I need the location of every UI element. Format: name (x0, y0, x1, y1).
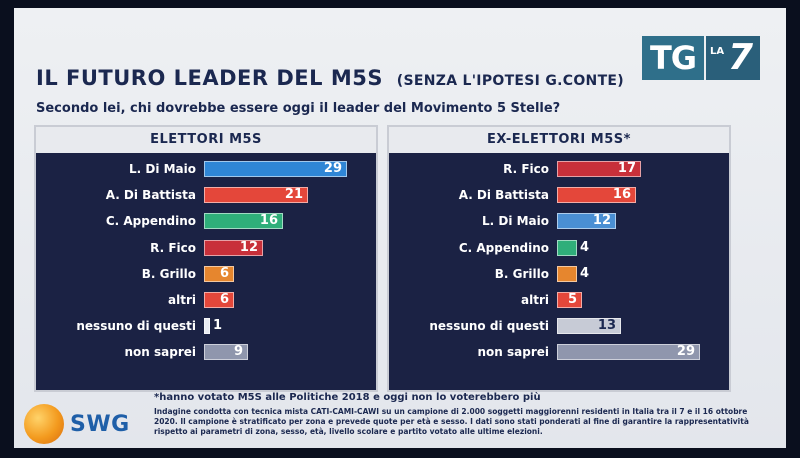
bar: 12 (557, 213, 616, 230)
bar-row: A. Di Battista 16 (389, 185, 729, 205)
bar-category-label: C. Appendino (105, 214, 196, 229)
seven-logo-text: 7 (728, 37, 754, 78)
bar-value-label: 13 (597, 318, 616, 334)
bar-value-label: 29 (323, 161, 342, 176)
bar-value-label: 4 (580, 265, 590, 281)
panel-header-elettori: ELETTORI M5S (36, 127, 376, 153)
footnote: *hanno votato M5S alle Politiche 2018 e … (154, 392, 541, 403)
bar: 29 (557, 344, 700, 361)
bar-category-label: nessuno di questi (429, 319, 549, 334)
bar (204, 318, 210, 335)
panel-header-ex-elettori: EX-ELETTORI M5S* (389, 127, 729, 153)
bar-value-label: 12 (239, 239, 258, 255)
bar-row: non saprei 29 (389, 342, 729, 362)
bar (557, 239, 577, 256)
survey-question: Secondo lei, chi dovrebbe essere oggi il… (36, 101, 561, 116)
swg-globe-icon (24, 404, 64, 444)
bar-value-label: 17 (617, 161, 636, 176)
chart-title-sub: (SENZA L'IPOTESI G.CONTE) (396, 73, 624, 89)
bar-row: altri 5 (389, 290, 729, 310)
bar-value-label: 5 (567, 292, 577, 307)
tg-logo-text: TG (642, 36, 704, 80)
bar-value-label: 4 (580, 239, 590, 255)
bar: 21 (204, 187, 308, 204)
swg-logo-text: SWG (70, 412, 130, 437)
bar-value-label: 16 (259, 213, 278, 229)
tv-screen: TG LA 7 IL FUTURO LEADER DEL M5S (SENZA … (14, 8, 786, 448)
bar: 16 (204, 213, 283, 230)
chart-title: IL FUTURO LEADER DEL M5S (SENZA L'IPOTES… (36, 66, 676, 90)
bar: 9 (204, 344, 248, 361)
bar-row: A. Di Battista 21 (36, 185, 376, 205)
bar-value-label: 6 (219, 292, 229, 307)
bar (557, 265, 577, 282)
bar-category-label: L. Di Maio (128, 162, 196, 176)
bar-category-label: B. Grillo (494, 266, 549, 281)
bar-category-label: A. Di Battista (105, 188, 196, 203)
bar: 6 (204, 265, 234, 282)
la-logo-text: LA (710, 46, 725, 57)
tg-la7-logo: TG LA 7 (642, 36, 760, 80)
bar-value-label: 1 (213, 318, 223, 334)
bar: 29 (204, 161, 347, 177)
bar-row: R. Fico 17 (389, 159, 729, 179)
la7-logo: LA 7 (706, 36, 760, 80)
bar-row: nessuno di questi 1 (36, 316, 376, 336)
bar-row: nessuno di questi 13 (389, 316, 729, 336)
bar-category-label: non saprei (477, 345, 549, 360)
bar-row: L. Di Maio 29 (36, 159, 376, 179)
bar-row: L. Di Maio 12 (389, 211, 729, 231)
bar-row: R. Fico 12 (36, 238, 376, 258)
swg-logo: SWG (24, 404, 144, 448)
chart-title-main: IL FUTURO LEADER DEL M5S (36, 66, 383, 90)
panel-ex-elettori: EX-ELETTORI M5S* R. Fico 17 A. Di Battista… (387, 125, 731, 392)
bar-category-label: A. Di Battista (458, 188, 549, 203)
bar: 16 (557, 187, 636, 204)
bar-category-label: R. Fico (150, 240, 196, 255)
panel-elettori: ELETTORI M5S L. Di Maio 29 A. Di Battista 2… (34, 125, 378, 392)
bar: 6 (204, 292, 234, 308)
bar-value-label: 9 (233, 344, 243, 360)
bar-value-label: 21 (284, 187, 303, 203)
bar: 17 (557, 161, 641, 177)
bar-category-label: C. Appendino (458, 240, 549, 255)
bar-category-label: R. Fico (503, 162, 549, 176)
bar: 13 (557, 318, 621, 335)
bar-row: B. Grillo 4 (389, 264, 729, 284)
bar-row: B. Grillo 6 (36, 264, 376, 284)
bar: 12 (204, 239, 263, 256)
bar: 5 (557, 292, 582, 308)
bar-category-label: altri (168, 293, 196, 307)
bar-category-label: non saprei (124, 345, 196, 360)
bar-category-label: nessuno di questi (76, 319, 196, 334)
bar-value-label: 6 (219, 265, 229, 281)
bar-row: C. Appendino 16 (36, 211, 376, 231)
bar-row: non saprei 9 (36, 342, 376, 362)
bar-value-label: 29 (676, 344, 695, 360)
methodology-note: Indagine condotta con tecnica mista CATI… (154, 407, 749, 436)
bar-row: altri 6 (36, 290, 376, 310)
bar-category-label: B. Grillo (141, 266, 196, 281)
bar-category-label: altri (521, 293, 549, 307)
bar-value-label: 12 (592, 213, 611, 229)
bar-value-label: 16 (612, 187, 631, 203)
bar-row: C. Appendino 4 (389, 238, 729, 258)
bar-category-label: L. Di Maio (481, 214, 549, 229)
